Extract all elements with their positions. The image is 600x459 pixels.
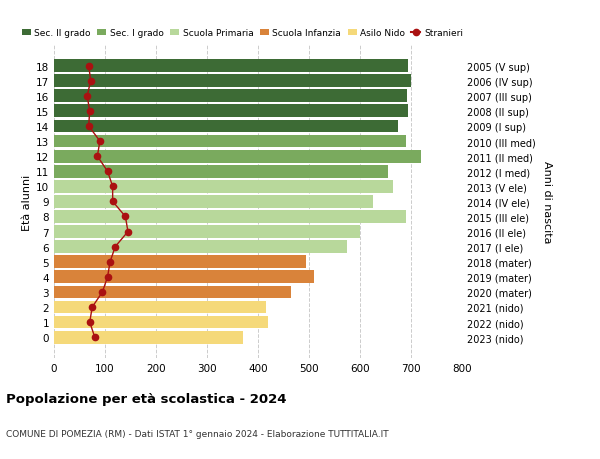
Y-axis label: Età alunni: Età alunni (22, 174, 32, 230)
Bar (54, 226, 360, 239)
Bar (54, 211, 406, 224)
Bar (54, 256, 307, 269)
Bar (54, 60, 409, 73)
Bar (54, 286, 291, 299)
Bar (54, 301, 266, 314)
Bar (54, 241, 347, 253)
Bar (54, 75, 411, 88)
Bar (54, 151, 421, 163)
Bar (54, 120, 398, 133)
Bar (54, 331, 243, 344)
Bar (54, 316, 268, 329)
Y-axis label: Anni di nascita: Anni di nascita (542, 161, 552, 243)
Bar (54, 196, 373, 208)
Bar (54, 165, 388, 178)
Bar (54, 105, 409, 118)
Bar (54, 90, 407, 103)
Bar (54, 135, 406, 148)
Bar (54, 271, 314, 284)
Text: COMUNE DI POMEZIA (RM) - Dati ISTAT 1° gennaio 2024 - Elaborazione TUTTITALIA.IT: COMUNE DI POMEZIA (RM) - Dati ISTAT 1° g… (6, 429, 389, 438)
Legend: Sec. II grado, Sec. I grado, Scuola Primaria, Scuola Infanzia, Asilo Nido, Stran: Sec. II grado, Sec. I grado, Scuola Prim… (22, 29, 463, 38)
Bar (54, 180, 393, 193)
Text: Popolazione per età scolastica - 2024: Popolazione per età scolastica - 2024 (6, 392, 287, 405)
